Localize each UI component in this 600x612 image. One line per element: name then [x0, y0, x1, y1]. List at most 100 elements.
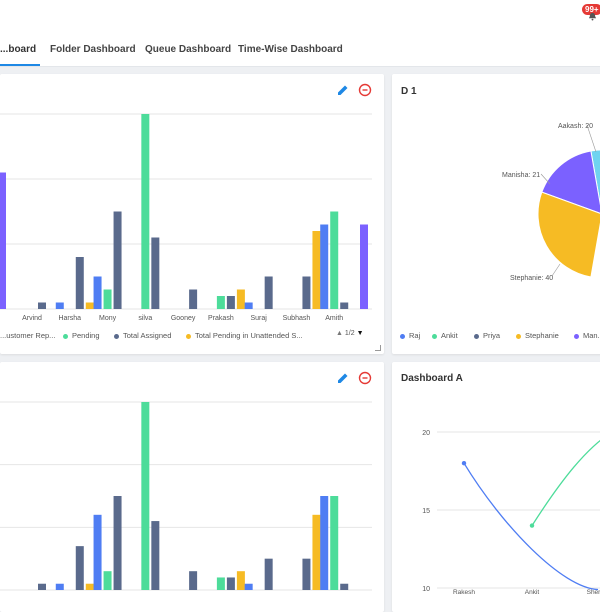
tab-queue-dashboard[interactable]: Queue Dashboard [145, 44, 232, 55]
chart-1-legend: ...ustomer Rep... Pending Total Assigned… [0, 331, 384, 343]
panel-title: Dashboard A [401, 373, 463, 384]
legend-item-ankit[interactable]: Ankit [432, 331, 458, 340]
pager-up-icon[interactable]: ▲ [336, 330, 343, 337]
legend-item-raj[interactable]: Raj [400, 331, 420, 340]
x-tick-label: Rakesh [453, 589, 475, 596]
bar-chart-1: Arvind Harsha Mony silva Gooney Prakash Suraj S… [0, 113, 372, 322]
legend-item-total-pending-unattended[interactable]: Total Pending in Unattended S... [186, 331, 303, 340]
x-tick-label: Harsha [58, 315, 81, 322]
bar-extra [0, 172, 6, 309]
bar [330, 496, 339, 590]
bar [320, 496, 329, 590]
legend-dot [114, 333, 119, 339]
line-point [529, 523, 535, 528]
bar [340, 302, 349, 309]
bar [113, 211, 122, 309]
y-tick-label: 20 [422, 430, 430, 437]
legend-item-stephanie[interactable]: Stephanie [516, 331, 559, 340]
bar [236, 571, 245, 590]
delete-icon[interactable] [358, 83, 372, 97]
line-point [461, 461, 467, 466]
tab-time-wise-dashboard[interactable]: Time-Wise Dashboard [238, 44, 343, 55]
bar [151, 237, 160, 309]
x-tick-label: Mony [99, 315, 117, 322]
dashboard-panel-1: Arvind Harsha Mony silva Gooney Prakash Suraj S… [0, 74, 384, 354]
x-tick-label: Arvind [22, 315, 42, 322]
bar [55, 583, 64, 590]
legend-dot [432, 333, 437, 339]
bar [103, 571, 112, 590]
bar [330, 211, 339, 309]
pie-chart: Aakash: 20 Manisha: 21 Stephanie: 40 [502, 123, 600, 282]
chart-2-legend: Raj Ankit Priya Stephanie Man... [400, 331, 600, 343]
bar [302, 558, 311, 590]
bar [226, 577, 235, 590]
legend-dot [63, 333, 68, 339]
dashboard-tabs: ...board Folder Dashboard Queue Dashboar… [0, 36, 600, 67]
bar [85, 302, 94, 309]
bar [189, 289, 198, 309]
legend-item-pending[interactable]: Pending [63, 331, 100, 340]
bar [302, 276, 311, 309]
bar [236, 289, 245, 309]
line-series-2 [531, 439, 600, 526]
bar [93, 276, 102, 309]
bar [103, 289, 112, 309]
edit-icon[interactable] [336, 83, 350, 97]
bar [151, 521, 160, 590]
y-tick-label: 15 [422, 508, 430, 515]
notification-badge[interactable]: 99+ [582, 4, 600, 15]
dashboard-panel-3 [0, 362, 384, 612]
bar [141, 114, 150, 309]
bar [38, 583, 46, 590]
resize-handle[interactable] [375, 345, 381, 351]
legend-dot [474, 333, 479, 339]
bar [264, 558, 273, 590]
pie-slice [541, 150, 600, 214]
pie-label: Stephanie: 40 [510, 275, 553, 282]
dashboard-panel-2: D 1 Aakash: 20 Manisha: 21 Stephanie: 40 R… [392, 74, 600, 354]
x-tick-label: Suraj [250, 315, 267, 322]
legend-dot [574, 333, 579, 339]
pager-down-icon[interactable]: ▼ [356, 330, 364, 337]
x-tick-label: Prakash [208, 315, 234, 322]
pager-text: 1/2 [344, 330, 355, 337]
panel-title: D 1 [401, 86, 417, 97]
bar [85, 583, 94, 590]
bar [75, 546, 84, 590]
legend-item-priya[interactable]: Priya [474, 331, 500, 340]
bar [216, 296, 225, 309]
bar [312, 514, 321, 590]
pie-slice [537, 191, 600, 278]
pie-label-leader [551, 263, 561, 277]
pie-label-leader [586, 124, 597, 153]
bar [38, 302, 46, 309]
x-tick-label: Shere... [587, 589, 600, 596]
legend-dot [400, 333, 405, 339]
bar [216, 577, 225, 590]
bar [244, 302, 253, 309]
bar [141, 402, 150, 590]
delete-icon[interactable] [358, 371, 372, 385]
pie-label-leader [540, 173, 551, 185]
legend-item-manisha[interactable]: Man... [574, 331, 600, 340]
bar-extra [360, 224, 368, 309]
x-tick-label: Amith [325, 315, 343, 322]
edit-icon[interactable] [336, 371, 350, 385]
pie-label: Aakash: 20 [558, 123, 593, 130]
pie-label: Manisha: 21 [502, 172, 540, 179]
legend-dot [516, 333, 521, 339]
legend-pager: ▲ 1/2 ▼ [336, 330, 364, 337]
bar [244, 583, 253, 590]
legend-item-total-assigned[interactable]: Total Assigned [114, 331, 171, 340]
bar [340, 583, 349, 590]
tab-folder-dashboard[interactable]: Folder Dashboard [50, 44, 136, 55]
legend-item-customer-rep[interactable]: ...ustomer Rep... [0, 331, 56, 340]
x-tick-label: silva [138, 315, 152, 322]
bar-chart-2 [0, 401, 372, 591]
bell-icon[interactable] [588, 12, 597, 21]
tab-dashboard[interactable]: ...board [0, 44, 37, 55]
y-tick-label: 10 [422, 586, 430, 593]
bar [312, 231, 321, 309]
bar [113, 496, 122, 590]
